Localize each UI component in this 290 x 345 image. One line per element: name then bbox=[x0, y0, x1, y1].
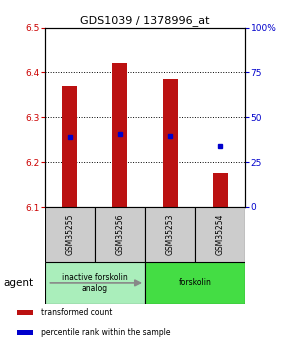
Text: GSM35256: GSM35256 bbox=[115, 214, 124, 255]
Bar bbox=[17, 310, 33, 315]
Bar bbox=[145, 207, 195, 262]
Text: GSM35253: GSM35253 bbox=[166, 214, 175, 255]
Bar bbox=[17, 330, 33, 335]
Text: inactive forskolin
analog: inactive forskolin analog bbox=[62, 273, 128, 293]
Bar bbox=[45, 262, 145, 304]
Bar bbox=[145, 262, 245, 304]
Bar bbox=[62, 86, 77, 207]
Bar bbox=[45, 207, 95, 262]
Text: transformed count: transformed count bbox=[41, 308, 113, 317]
Bar bbox=[195, 207, 245, 262]
Text: percentile rank within the sample: percentile rank within the sample bbox=[41, 328, 171, 337]
Bar bbox=[95, 207, 145, 262]
Text: agent: agent bbox=[3, 278, 33, 288]
Bar bbox=[113, 63, 128, 207]
Bar bbox=[162, 79, 177, 207]
Text: GSM35254: GSM35254 bbox=[215, 214, 224, 255]
Bar bbox=[213, 174, 228, 207]
Title: GDS1039 / 1378996_at: GDS1039 / 1378996_at bbox=[80, 16, 210, 26]
Text: GSM35255: GSM35255 bbox=[66, 214, 75, 255]
Text: forskolin: forskolin bbox=[179, 278, 211, 287]
